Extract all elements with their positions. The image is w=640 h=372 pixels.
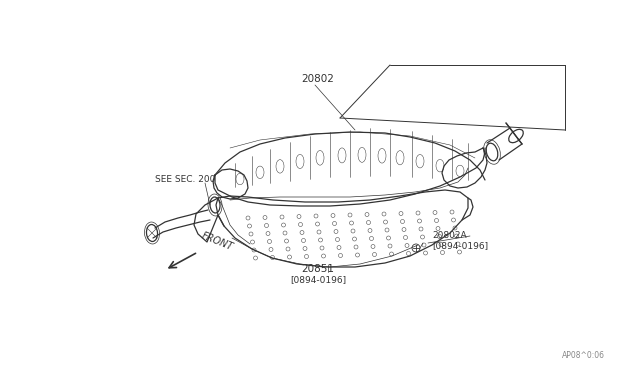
Text: FRONT: FRONT [200, 230, 235, 252]
Text: SEE SEC. 200: SEE SEC. 200 [155, 175, 216, 184]
Text: [0894-0196]: [0894-0196] [432, 241, 488, 250]
Text: AP08^0:06: AP08^0:06 [562, 351, 605, 360]
Text: [0894-0196]: [0894-0196] [290, 275, 346, 284]
Text: 20802: 20802 [301, 74, 335, 84]
Text: 20802A: 20802A [432, 231, 467, 240]
Text: 20851: 20851 [301, 264, 335, 274]
